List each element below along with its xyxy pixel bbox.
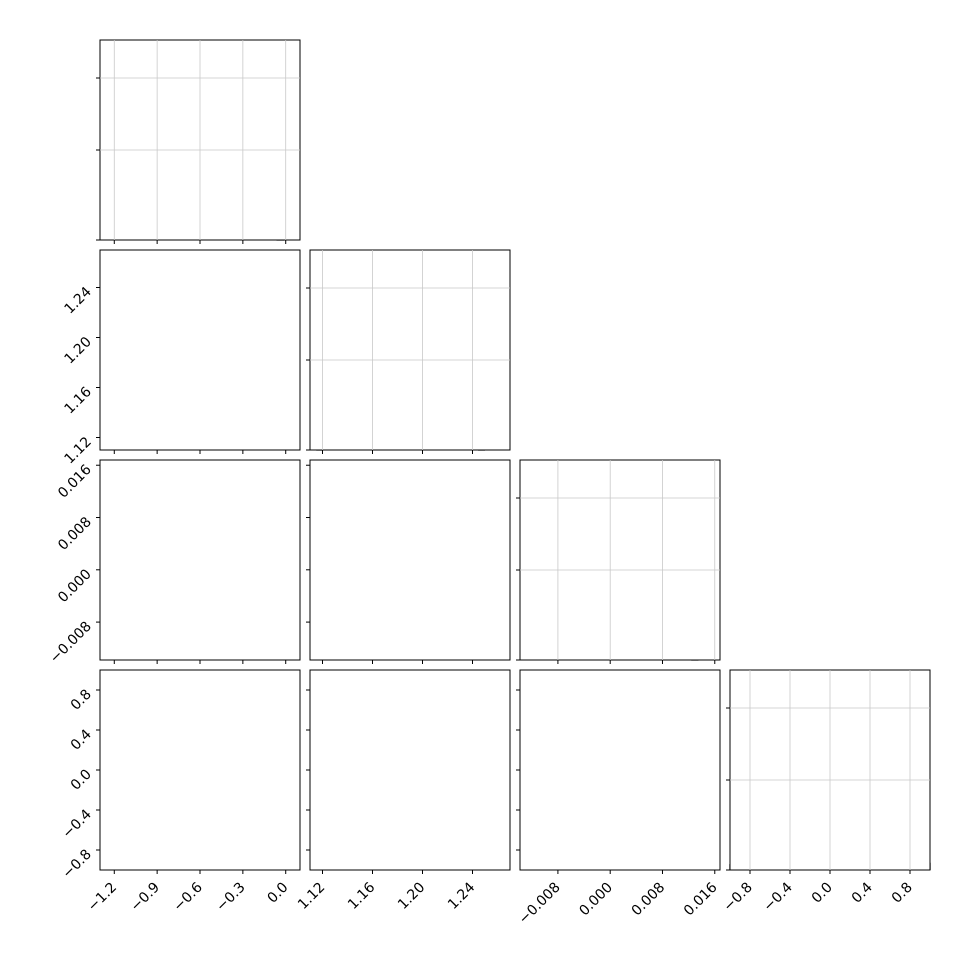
param-4-x-tick-label: −0.8 (720, 880, 755, 915)
param-4-x-tick-label: 0.0 (809, 880, 836, 907)
histogram-axes-3 (519, 459, 721, 661)
param-2-y-tick-label: 1.16 (61, 384, 94, 417)
param-2-y-tick-label: 1.12 (61, 434, 94, 467)
param-2-y-tick-label: 1.20 (61, 334, 94, 367)
param-2-y-tick-label: 1.24 (61, 284, 94, 317)
param-4-x-tick-label: −0.4 (760, 879, 795, 914)
param-4-x-tick-label: 0.8 (889, 880, 916, 907)
scatter-axes-2-1 (99, 249, 301, 451)
histogram-axes-2 (309, 249, 511, 451)
param-4-x-tick-label: 0.4 (849, 879, 876, 906)
